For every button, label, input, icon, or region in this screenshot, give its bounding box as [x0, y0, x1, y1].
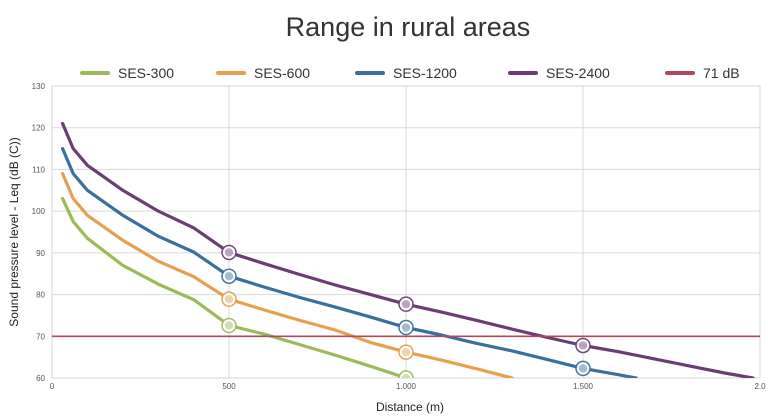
- data-point-core-ses-1200: [578, 364, 588, 373]
- data-point-ses-2400: [221, 244, 237, 261]
- legend-label-ses-600: SES-600: [254, 65, 310, 81]
- tick-labels: 60 70 80 90 100 110 120 130 0 500 1.000 1.500 2.0: [32, 82, 766, 391]
- data-point-core-ses-300: [401, 373, 411, 378]
- plot-area: 60 70 80 90 100 110 120 130 0 500 1.000 1.500 2.0: [32, 82, 766, 391]
- data-point-ses-600: [398, 344, 414, 360]
- y-tick-label: 90: [36, 249, 45, 258]
- series-line-ses-1200: [61, 147, 638, 378]
- data-point-core-ses-300: [224, 321, 234, 330]
- legend-label-ses-300: SES-300: [118, 65, 174, 81]
- series-group: [52, 121, 760, 378]
- data-point-ses-300: [221, 317, 237, 334]
- x-tick-label: 2.0: [754, 382, 766, 391]
- x-tick-label: 0: [50, 382, 55, 391]
- data-point-core-ses-600: [224, 294, 234, 304]
- legend: SES-300 SES-600 SES-1200 SES-2400 71 dB: [80, 65, 740, 81]
- data-point-ses-2400: [398, 296, 414, 312]
- data-point-ses-1200: [221, 268, 237, 284]
- data-point-ses-300: [398, 370, 414, 378]
- data-point-ses-2400: [575, 337, 591, 354]
- y-tick-label: 110: [32, 165, 45, 174]
- x-tick-label: 1.500: [573, 382, 594, 391]
- series-line-ses-300: [61, 197, 408, 378]
- y-tick-label: 120: [32, 124, 46, 133]
- x-axis-label: Distance (m): [376, 400, 444, 414]
- y-axis-label: Sound pressure level - Leq (dB (C)): [7, 137, 21, 326]
- legend-label-71-db: 71 dB: [703, 65, 740, 81]
- legend-label-ses-2400: SES-2400: [546, 65, 610, 81]
- data-point-ses-1200: [398, 319, 414, 336]
- chart-title: Range in rural areas: [286, 12, 531, 42]
- y-tick-label: 80: [36, 291, 45, 300]
- data-point-core-ses-600: [401, 347, 411, 357]
- data-point-core-ses-2400: [224, 248, 234, 257]
- data-point-ses-1200: [575, 360, 591, 377]
- data-point-core-ses-2400: [401, 299, 411, 309]
- data-point-core-ses-2400: [578, 341, 588, 350]
- y-tick-label: 130: [32, 82, 46, 91]
- y-tick-label: 70: [36, 332, 45, 341]
- x-tick-label: 1.000: [396, 382, 417, 391]
- series-line-ses-600: [61, 172, 514, 378]
- x-tick-label: 500: [222, 382, 236, 391]
- data-point-ses-600: [221, 291, 237, 307]
- y-tick-label: 60: [36, 374, 45, 383]
- data-point-core-ses-1200: [224, 272, 234, 281]
- data-point-core-ses-1200: [401, 323, 411, 332]
- series-line-ses-2400: [61, 121, 755, 378]
- legend-label-ses-1200: SES-1200: [393, 65, 457, 81]
- y-tick-label: 100: [32, 207, 46, 216]
